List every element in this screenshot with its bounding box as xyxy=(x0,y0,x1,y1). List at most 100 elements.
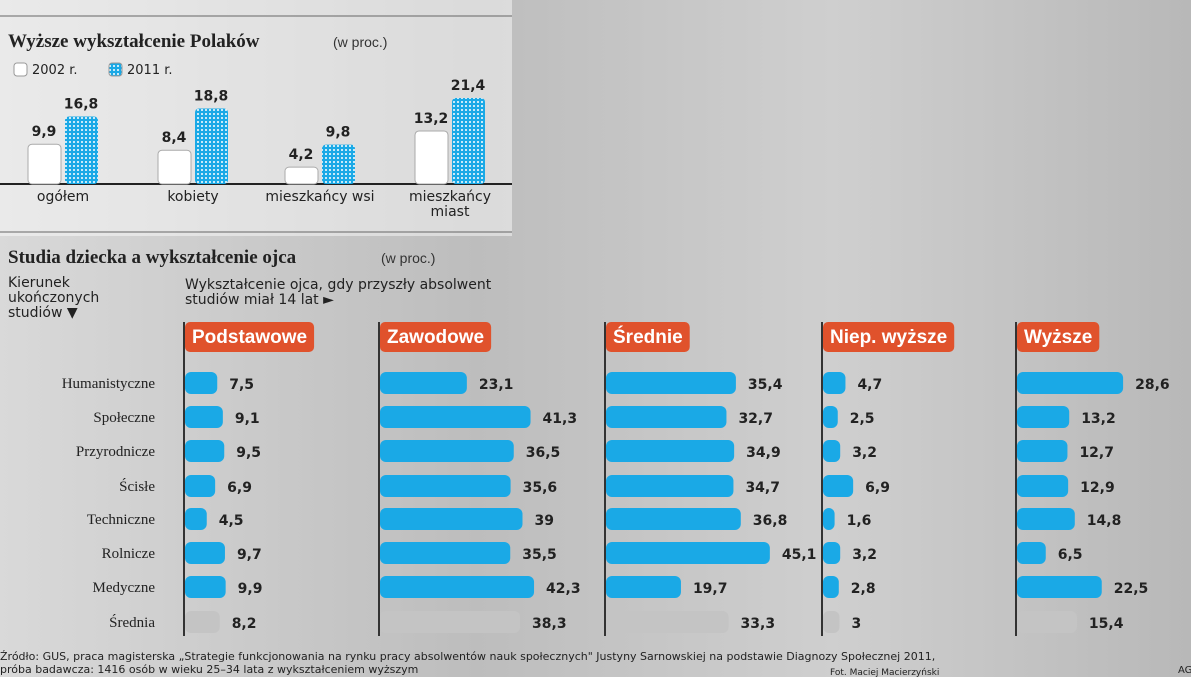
row-label: Przyrodnicze xyxy=(76,444,155,460)
value-label: 34,9 xyxy=(746,445,781,461)
bar xyxy=(606,406,727,428)
value-label: 41,3 xyxy=(543,411,578,427)
row-label: Rolnicze xyxy=(102,546,156,562)
bar xyxy=(380,611,521,633)
panel-header-bg xyxy=(1017,322,1100,352)
bar xyxy=(823,475,854,497)
bar xyxy=(185,372,218,394)
value-label: 8,4 xyxy=(162,130,187,146)
value-label: 6,9 xyxy=(227,480,252,496)
value-label: 33,3 xyxy=(741,616,776,632)
bar xyxy=(823,508,835,530)
bar xyxy=(380,508,523,530)
bar xyxy=(380,372,467,394)
value-label: 39 xyxy=(535,513,554,529)
value-label: 9,8 xyxy=(326,125,351,141)
bar xyxy=(606,542,770,564)
value-label: 19,7 xyxy=(693,581,728,597)
bar xyxy=(1017,372,1124,394)
legend-swatch xyxy=(13,62,28,77)
agency: AG xyxy=(1178,665,1191,676)
x-tick-label: mieszkańcy wsi xyxy=(265,189,375,205)
panel-header: Wyższe xyxy=(1024,327,1092,348)
bar xyxy=(185,542,225,564)
value-label: 35,5 xyxy=(522,547,557,563)
value-label: 9,9 xyxy=(32,124,57,140)
photo-credit: Fot. Maciej Macierzyński xyxy=(830,668,939,677)
bar xyxy=(1017,406,1070,428)
value-label: 18,8 xyxy=(194,88,229,104)
value-label: 3,2 xyxy=(852,547,877,563)
bar xyxy=(606,440,735,462)
bar xyxy=(452,98,485,184)
bar xyxy=(185,475,216,497)
bar xyxy=(1017,508,1075,530)
value-label: 14,8 xyxy=(1087,513,1122,529)
value-label: 9,1 xyxy=(235,411,260,427)
chart-subtitle: (w proc.) xyxy=(381,250,435,266)
value-label: 45,1 xyxy=(782,547,817,563)
value-label: 16,8 xyxy=(64,96,99,112)
value-label: 2,5 xyxy=(850,411,875,427)
chart-subtitle: (w proc.) xyxy=(333,34,387,50)
bar xyxy=(185,440,225,462)
bar xyxy=(185,508,207,530)
bar xyxy=(823,372,846,394)
bar xyxy=(606,475,734,497)
value-label: 12,7 xyxy=(1079,445,1114,461)
row-header: Kierunek ukończonych studiów ▼ xyxy=(8,275,100,321)
value-label: 9,7 xyxy=(237,547,262,563)
value-label: 28,6 xyxy=(1135,377,1170,393)
panel-header-bg xyxy=(380,322,492,352)
bar xyxy=(606,576,681,598)
bar xyxy=(65,116,98,184)
source: Źródło: GUS, praca magisterska „Strategi… xyxy=(0,650,935,663)
bar xyxy=(823,440,841,462)
value-label: 3 xyxy=(852,616,862,632)
bar xyxy=(823,576,839,598)
panel-header: Niep. wyższe xyxy=(830,327,947,348)
chart-title: Studia dziecka a wykształcenie ojca xyxy=(8,247,297,268)
value-label: 36,5 xyxy=(526,445,561,461)
bar xyxy=(1017,542,1046,564)
bar xyxy=(380,576,535,598)
panel-header: Zawodowe xyxy=(387,327,484,348)
value-label: 23,1 xyxy=(479,377,514,393)
bar xyxy=(606,372,736,394)
column-header: Wykształcenie ojca, gdy przyszły absolwe… xyxy=(185,277,492,308)
value-label: 6,5 xyxy=(1058,547,1083,563)
panel-header-bg xyxy=(823,322,955,352)
value-label: 8,2 xyxy=(232,616,257,632)
value-label: 4,7 xyxy=(857,377,882,393)
value-label: 13,2 xyxy=(1081,411,1116,427)
value-label: 32,7 xyxy=(738,411,773,427)
value-label: 4,2 xyxy=(289,147,314,163)
value-label: 7,5 xyxy=(229,377,254,393)
bar xyxy=(380,475,511,497)
value-label: 4,5 xyxy=(219,513,244,529)
x-tick-label: mieszkańcy miast xyxy=(408,189,492,220)
value-label: 38,3 xyxy=(532,616,567,632)
source: próba badawcza: 1416 osób w wieku 25–34 … xyxy=(0,663,418,676)
bar xyxy=(195,108,228,184)
value-label: 34,7 xyxy=(745,480,780,496)
value-label: 12,9 xyxy=(1080,480,1115,496)
value-label: 9,5 xyxy=(236,445,261,461)
bar xyxy=(1017,475,1069,497)
value-label: 1,6 xyxy=(847,513,872,529)
row-label: Ścisłe xyxy=(119,478,155,495)
row-label: Medyczne xyxy=(93,580,156,596)
bar xyxy=(606,611,729,633)
bar xyxy=(823,406,838,428)
value-label: 21,4 xyxy=(451,78,486,94)
bar xyxy=(185,611,220,633)
bar xyxy=(157,149,192,185)
value-label: 2,8 xyxy=(851,581,876,597)
bar xyxy=(380,406,531,428)
bar xyxy=(1017,576,1102,598)
row-label: Humanistyczne xyxy=(62,376,156,392)
bar xyxy=(823,542,841,564)
panel-header: Średnie xyxy=(613,326,683,348)
